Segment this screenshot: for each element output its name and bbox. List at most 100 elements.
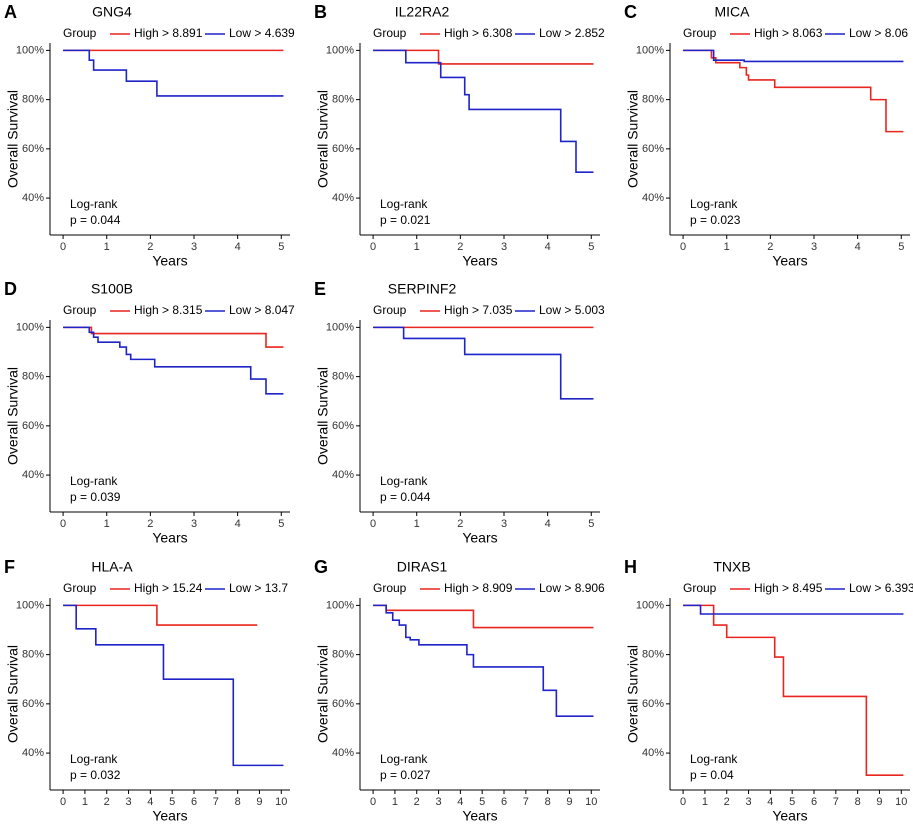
annotation: Log-rank [380,474,428,488]
x-axis-label: Years [152,530,187,546]
y-tick-label: 100% [326,44,354,56]
survival-curve [63,604,284,767]
panel: H TNXB Group High > 8.495 Low > 6.393 40% 60% 8… [624,557,913,824]
legend-title: Group [63,581,97,595]
x-tick-label: 10 [585,796,597,808]
legend-title: Group [63,26,97,40]
p-value: p = 0.044 [70,213,121,227]
x-tick-label: 4 [545,518,551,530]
x-tick-label: 5 [278,241,284,253]
chart-title: S100B [91,281,133,297]
survival-curve [683,604,904,777]
y-tick-label: 40% [332,469,354,481]
panel-label: E [314,279,326,299]
legend-label: High > 8.891 [134,26,203,40]
chart-title: SERPINF2 [388,281,457,297]
x-tick-label: 4 [545,241,551,253]
survival-curve [63,49,284,97]
x-tick-label: 5 [789,796,795,808]
x-tick-label: 1 [104,518,110,530]
legend-label: Low > 13.7 [229,581,288,595]
y-tick-label: 40% [22,192,44,204]
x-tick-label: 7 [833,796,839,808]
x-tick-label: 9 [876,796,882,808]
chart-title: GNG4 [92,4,132,20]
survival-curve [683,604,904,615]
p-value: p = 0.023 [690,213,741,227]
x-tick-label: 10 [895,796,907,808]
x-tick-label: 4 [147,796,153,808]
annotation: Log-rank [380,197,428,211]
panel: E SERPINF2 Group High > 7.035 Low > 5.003 40%… [314,279,605,546]
x-tick-label: 6 [191,796,197,808]
x-tick-label: 3 [191,241,197,253]
panel-label: H [624,557,637,577]
legend-label: High > 8.315 [134,303,203,317]
y-axis-label: Overall Survival [315,367,331,465]
y-tick-label: 100% [636,599,664,611]
x-tick-label: 1 [414,241,420,253]
x-tick-label: 8 [545,796,551,808]
y-tick-label: 40% [642,747,664,759]
y-tick-label: 60% [332,420,354,432]
x-tick-label: 5 [898,241,904,253]
legend-title: Group [63,303,97,317]
x-tick-label: 9 [566,796,572,808]
x-tick-label: 8 [855,796,861,808]
x-tick-label: 5 [169,796,175,808]
survival-curve [63,604,258,626]
y-tick-label: 80% [22,649,44,661]
x-tick-label: 1 [414,518,420,530]
x-tick-label: 5 [479,796,485,808]
y-axis-label: Overall Survival [315,90,331,188]
x-tick-label: 0 [370,796,376,808]
x-tick-label: 3 [125,796,131,808]
legend-label: Low > 2.852 [539,26,605,40]
y-tick-label: 80% [332,371,354,383]
x-tick-label: 0 [680,241,686,253]
panel-label: D [4,279,17,299]
x-tick-label: 3 [501,241,507,253]
y-axis-label: Overall Survival [625,90,641,188]
survival-curve [683,49,904,63]
x-axis-label: Years [462,253,497,269]
annotation: Log-rank [380,752,428,766]
survival-curve [373,326,594,400]
legend-label: High > 7.035 [444,303,513,317]
x-tick-label: 1 [104,241,110,253]
y-tick-label: 80% [332,94,354,106]
x-tick-label: 3 [191,518,197,530]
chart-title: MICA [715,4,751,20]
survival-curve [683,49,904,133]
p-value: p = 0.039 [70,490,121,504]
y-tick-label: 60% [22,143,44,155]
legend-label: Low > 6.393 [849,581,913,595]
x-tick-label: 5 [588,518,594,530]
x-tick-label: 2 [414,796,420,808]
chart-title: HLA-A [91,559,133,575]
x-tick-label: 9 [256,796,262,808]
annotation: Log-rank [690,752,738,766]
x-tick-label: 3 [435,796,441,808]
chart-title: IL22RA2 [395,4,450,20]
panel-label: C [624,2,637,22]
legend-title: Group [373,303,407,317]
x-tick-label: 10 [275,796,287,808]
legend-label: High > 8.063 [754,26,823,40]
panel: C MICA Group High > 8.063 Low > 8.06 40% 60% 80… [624,2,910,269]
survival-curve [373,604,594,717]
x-tick-label: 8 [235,796,241,808]
legend-label: Low > 5.003 [539,303,605,317]
x-axis-label: Years [152,808,187,824]
x-tick-label: 3 [745,796,751,808]
p-value: p = 0.027 [380,768,431,782]
y-tick-label: 40% [332,747,354,759]
legend-label: Low > 8.047 [229,303,295,317]
chart-title: TNXB [713,559,750,575]
x-axis-label: Years [462,530,497,546]
panel-label: G [314,557,328,577]
x-tick-label: 3 [501,518,507,530]
x-tick-label: 2 [457,518,463,530]
annotation: Log-rank [70,474,118,488]
